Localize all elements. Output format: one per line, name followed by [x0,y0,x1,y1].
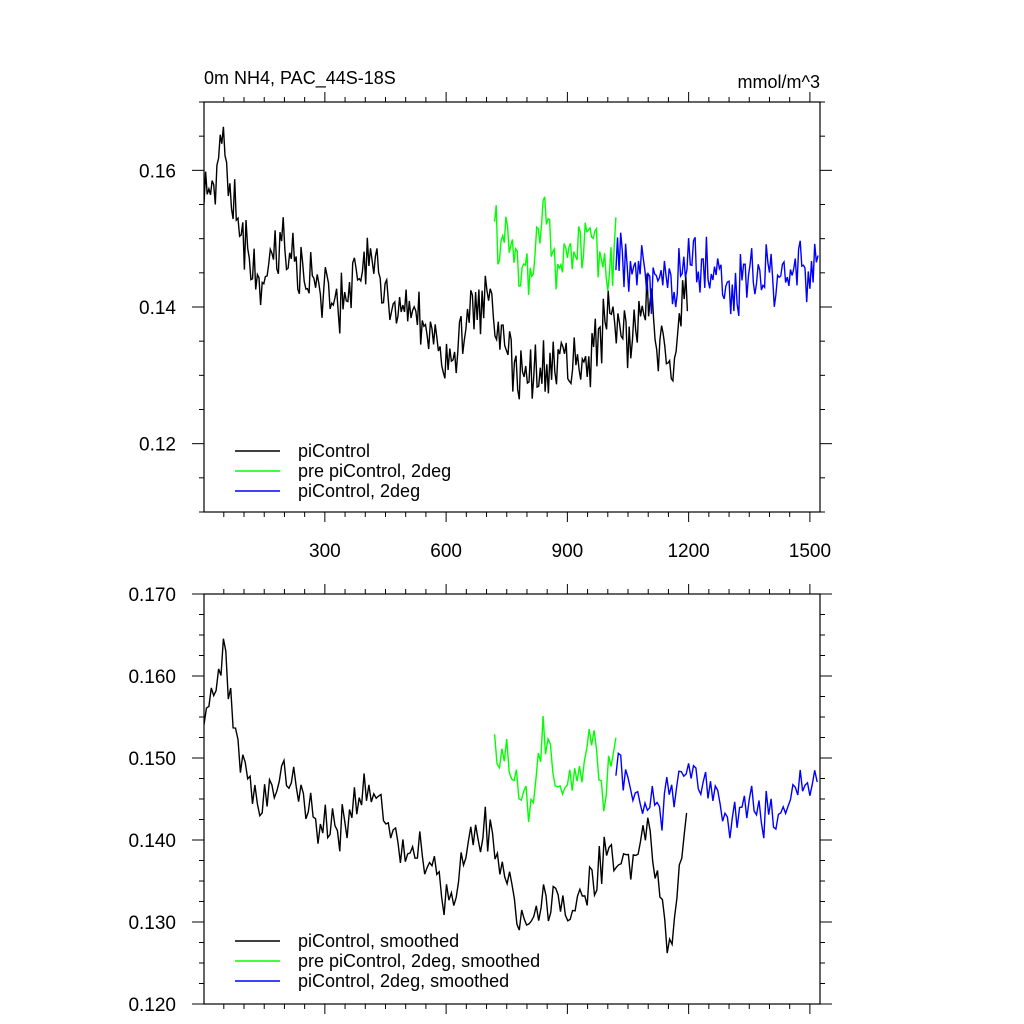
series-line-1 [204,126,689,400]
chart-title: 0m NH4, PAC_44S-18S [204,68,396,89]
x-tick-label: 900 [552,541,584,562]
y-tick-label: 0.160 [128,667,176,688]
y-tick-label: 0.12 [139,435,176,456]
x-tick-label: 600 [430,541,462,562]
series-line-2 [493,196,617,295]
plot-frame [203,593,821,1005]
series-line-1 [204,638,688,954]
x-tick-label: 300 [309,541,341,562]
series-line-3 [615,751,818,839]
series-line-2 [493,715,617,823]
series-line-3 [615,232,819,316]
top-panel: 300 600 900 1200 1500 0.12 0.14 0.16 piControlpr… [139,92,832,562]
legend-label: piControl [298,441,370,461]
x-tick-label: 1500 [789,541,831,562]
x-tick-label: 1200 [667,541,709,562]
y-tick-label: 0.140 [128,831,176,852]
legend-label: piControl, 2deg, smoothed [298,971,509,991]
y-tick-label: 0.14 [139,298,176,319]
y-tick-label: 0.130 [128,913,176,934]
y-tick-label: 0.150 [128,749,176,770]
legend-label: pre piControl, 2deg [298,461,451,481]
legend-label: piControl, smoothed [298,931,459,951]
y-tick-label: 0.170 [128,585,176,606]
plot-frame [203,101,821,513]
units-label: mmol/m^3 [738,72,820,92]
y-tick-label: 0.120 [128,995,176,1016]
legend-label: piControl, 2deg [298,481,420,501]
bottom-panel: 0.120 0.130 0.140 0.150 0.160 0.170 piControl,… [128,584,832,1016]
y-tick-label: 0.16 [139,161,176,182]
legend-label: pre piControl, 2deg, smoothed [298,951,540,971]
